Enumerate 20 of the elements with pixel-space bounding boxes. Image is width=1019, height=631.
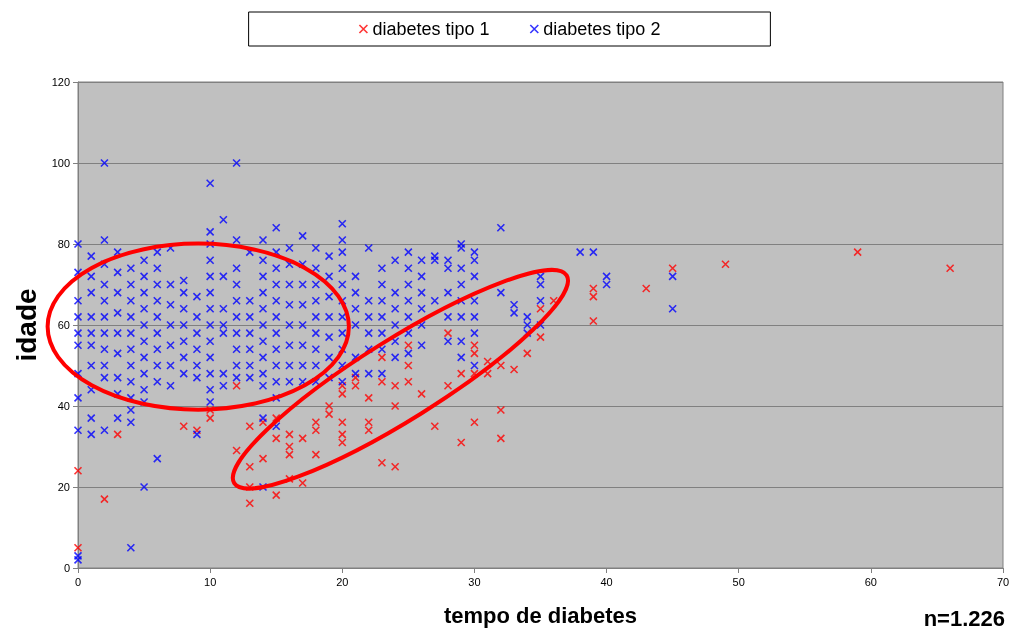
text: n=1.226: [923, 605, 1005, 631]
y-tick-label: 100: [51, 157, 70, 169]
y-tick-label: 80: [57, 238, 70, 250]
legend-label: diabetes tipo 1: [372, 19, 490, 39]
x-tick-label: 20: [336, 575, 349, 588]
x-tick-label: 40: [600, 575, 613, 588]
x-tick-label: 60: [864, 575, 877, 588]
y-tick-label: 60: [57, 319, 70, 331]
y-tick-label: 120: [51, 76, 70, 88]
y-tick-label: 40: [57, 400, 70, 412]
legend-label: diabetes tipo 2: [543, 19, 661, 39]
x-tick-label: 30: [468, 575, 481, 588]
x-tick-label: 10: [204, 575, 217, 588]
x-tick-label: 50: [732, 575, 745, 588]
x-tick-label: 0: [74, 575, 82, 588]
y-axis-title: idade: [11, 288, 43, 362]
x-axis-title: tempo de diabetes: [443, 602, 638, 628]
y-tick-label: 20: [57, 481, 70, 493]
x-tick-label: 70: [996, 575, 1010, 588]
y-tick-label: 0: [63, 562, 70, 574]
